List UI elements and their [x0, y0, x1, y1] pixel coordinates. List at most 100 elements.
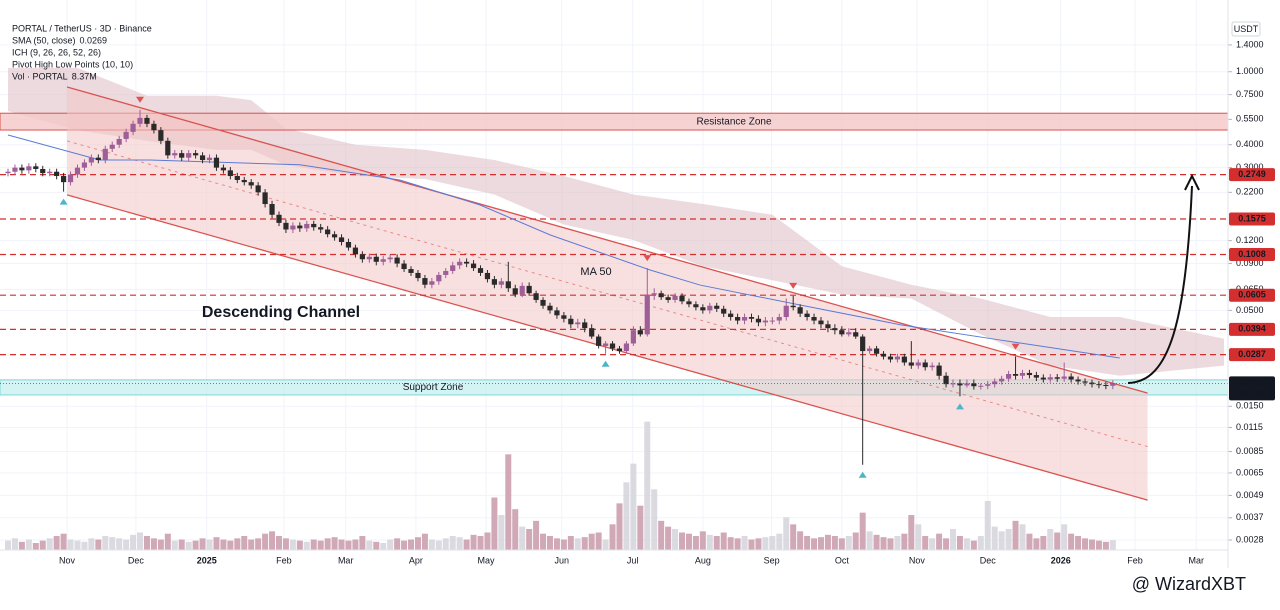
- legend-text: Pivot High Low Points (10, 10): [12, 59, 133, 69]
- volume-bar: [60, 533, 67, 550]
- x-tick-label: Dec: [128, 555, 145, 565]
- x-tick-label: 2025: [197, 555, 217, 565]
- volume-bar: [734, 538, 741, 550]
- volume-bar: [171, 540, 178, 550]
- volume-bar: [442, 538, 449, 550]
- volume-bar: [46, 538, 53, 550]
- level-tag-label: 0.1575: [1238, 213, 1266, 223]
- volume-bar: [1088, 539, 1095, 550]
- volume-bar: [637, 505, 644, 550]
- candle-body: [665, 297, 671, 300]
- volume-bar: [310, 539, 317, 550]
- volume-bar: [685, 533, 692, 550]
- volume-bar: [116, 538, 123, 550]
- volume-bar: [915, 524, 922, 550]
- candle-body: [123, 131, 129, 139]
- candle-body: [505, 281, 511, 289]
- volume-bar: [345, 540, 352, 550]
- candle-body: [47, 171, 53, 174]
- candle-body: [1089, 382, 1095, 385]
- candle-body: [1068, 376, 1074, 380]
- candle-body: [1054, 377, 1060, 379]
- candle-body: [929, 365, 935, 368]
- volume-bar: [824, 534, 831, 550]
- volume-bar: [540, 533, 547, 550]
- candle-body: [616, 348, 623, 352]
- volume-bar: [963, 538, 970, 550]
- candle-body: [151, 123, 157, 131]
- candle-body: [1026, 372, 1033, 376]
- volume-bar: [727, 537, 734, 550]
- volume-bar: [713, 536, 720, 550]
- volume-bar: [873, 534, 880, 550]
- x-tick-label: Sep: [764, 555, 780, 565]
- y-tick-label: 0.4000: [1236, 139, 1264, 149]
- candle-body: [873, 348, 880, 354]
- candle-body: [908, 362, 914, 366]
- y-tick-label: 0.0049: [1236, 490, 1264, 500]
- y-tick-label: 0.0065: [1236, 467, 1264, 477]
- pivot-high-marker: [643, 255, 652, 262]
- volume-bar: [1102, 541, 1109, 550]
- volume-bar: [1095, 540, 1102, 550]
- pivot-low-marker: [955, 403, 964, 410]
- x-tick-label: May: [478, 555, 496, 565]
- volume-bar: [387, 539, 394, 550]
- volume-bar: [234, 538, 241, 550]
- candle-body: [109, 144, 115, 149]
- volume-bar: [672, 529, 679, 550]
- volume-bar: [748, 539, 755, 550]
- volume-bar: [699, 531, 706, 550]
- candle-body: [540, 299, 546, 306]
- volume-bar: [53, 536, 60, 550]
- candle-body: [554, 310, 560, 316]
- volume-bar: [908, 515, 915, 550]
- candle-body: [54, 171, 60, 177]
- candle-body: [860, 336, 866, 352]
- level-tag-label: 0.1008: [1238, 249, 1266, 259]
- candle-body: [971, 383, 977, 387]
- volume-bar: [192, 540, 199, 550]
- candle-body: [978, 385, 984, 387]
- candle-body: [137, 117, 143, 124]
- volume-bar: [269, 531, 276, 550]
- candle-body: [637, 330, 643, 335]
- channel-midline: [66, 140, 1148, 448]
- volume-bar: [790, 524, 797, 550]
- volume-bar: [470, 534, 477, 550]
- volume-bar: [609, 524, 616, 550]
- pivot-low-marker: [59, 198, 68, 205]
- volume-bar: [477, 536, 484, 550]
- pivot-low-marker: [858, 471, 867, 478]
- candle-body: [894, 356, 901, 360]
- candle-body: [568, 318, 574, 325]
- candle-body: [450, 265, 456, 271]
- volume-bar: [1061, 524, 1068, 550]
- volume-bar: [595, 532, 602, 550]
- volume-bar: [435, 540, 442, 550]
- level-tag: [1229, 288, 1275, 302]
- last-price-tag: [1229, 376, 1275, 401]
- candle-body: [575, 322, 581, 325]
- volume-bar: [943, 538, 950, 550]
- volume-bar: [408, 539, 415, 550]
- volume-bar: [984, 501, 991, 550]
- volume-bar: [428, 539, 435, 550]
- volume-bar: [956, 536, 963, 550]
- volume-bar: [769, 536, 776, 550]
- volume-bar: [421, 533, 428, 550]
- candle-body: [311, 223, 317, 228]
- volume-bar: [922, 536, 929, 550]
- candle-body: [755, 318, 762, 323]
- candle-body: [457, 261, 463, 266]
- watermark: @ WizardXBT: [1132, 574, 1246, 594]
- volume-bar: [331, 537, 338, 550]
- volume-bar: [373, 541, 380, 550]
- volume-bar: [567, 536, 574, 550]
- pivot-high-marker: [1011, 343, 1020, 350]
- volume-bar: [845, 536, 852, 550]
- candle-body: [436, 274, 442, 282]
- x-tick-label: Dec: [980, 555, 997, 565]
- candle-body: [172, 153, 178, 156]
